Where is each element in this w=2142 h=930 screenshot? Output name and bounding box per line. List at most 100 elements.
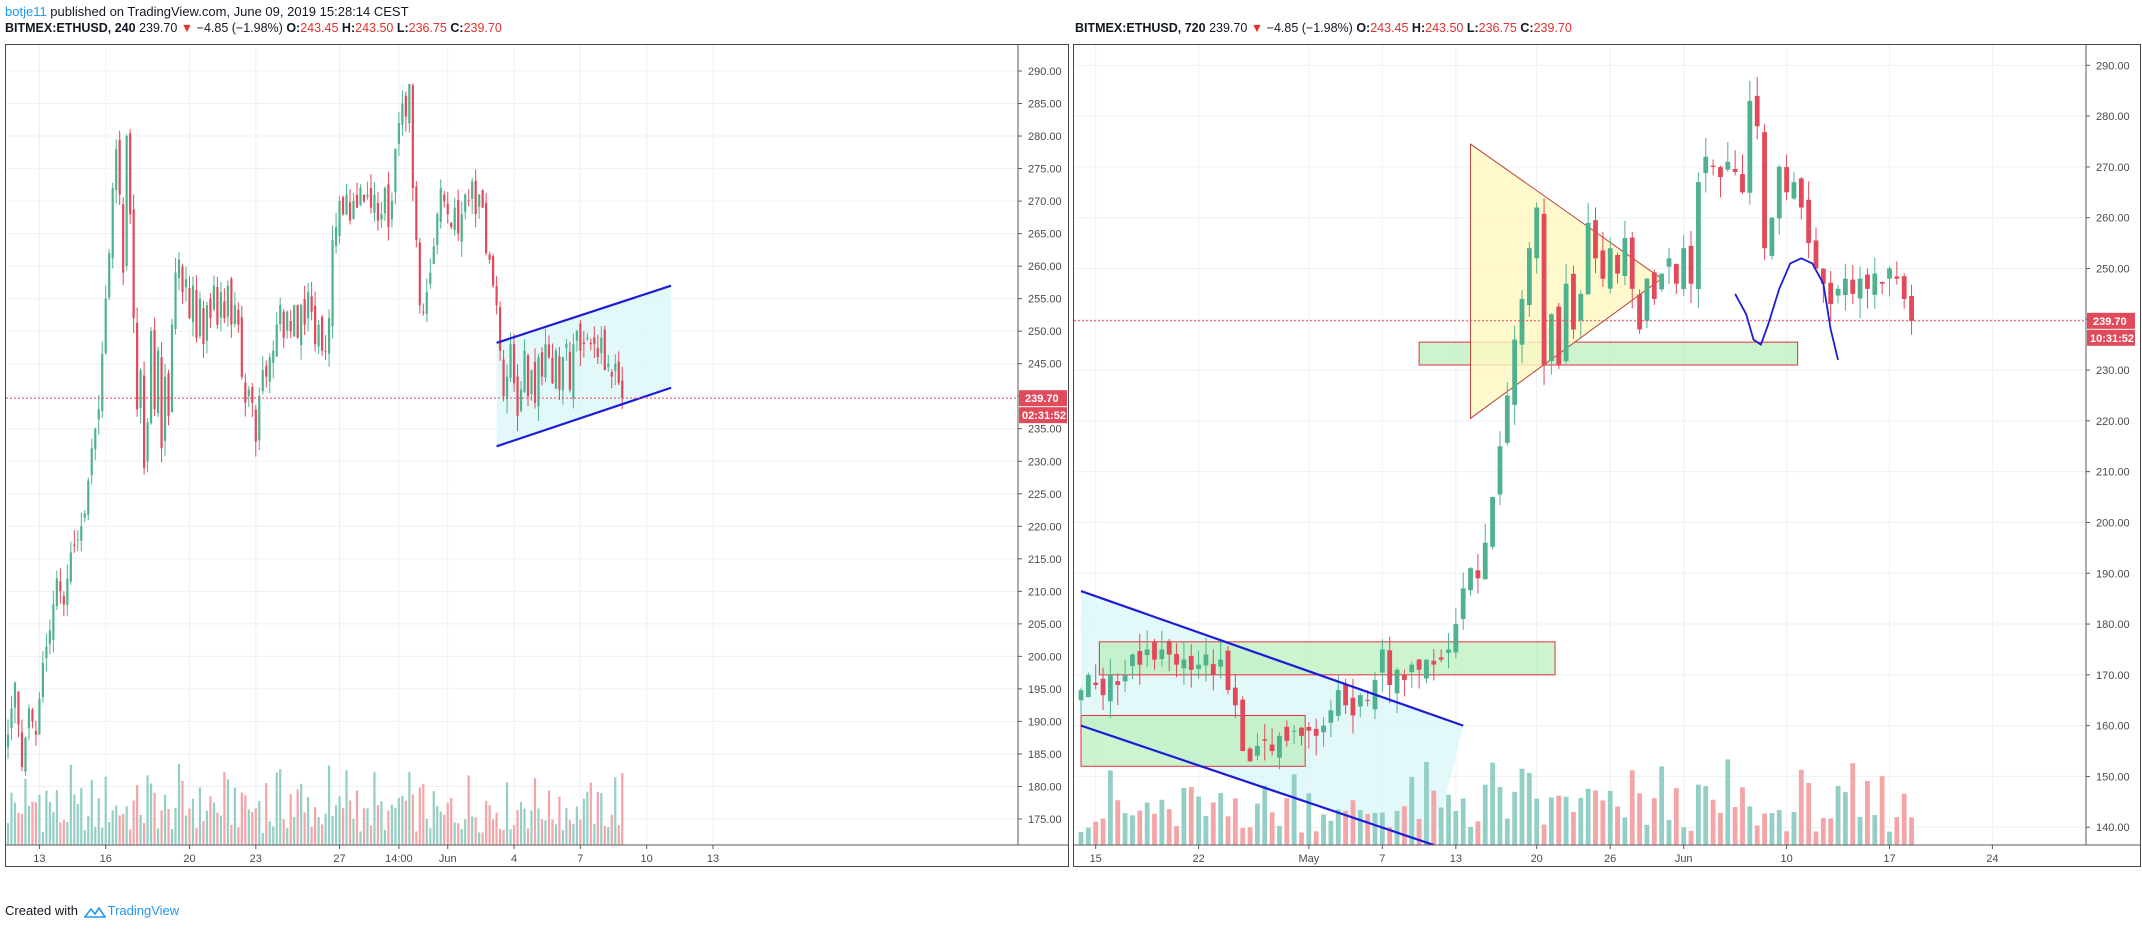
candle-body: [167, 373, 170, 416]
volume-bar: [352, 818, 355, 845]
candle-body: [195, 289, 198, 338]
volume-bar: [474, 817, 477, 845]
price-tick-label: 220.00: [1028, 521, 1062, 533]
candle-body: [526, 355, 530, 397]
candle-body: [1196, 664, 1201, 669]
tradingview-brand-link[interactable]: TradingView: [107, 903, 180, 918]
candle-body: [129, 133, 132, 215]
publish-info: botje11 published on TradingView.com, Ju…: [5, 4, 409, 19]
candle-body: [108, 253, 111, 298]
volume-bar: [355, 790, 359, 845]
candle-body: [55, 578, 58, 606]
candle-body: [181, 266, 184, 293]
candle-body: [20, 732, 24, 767]
volume-bar: [1188, 787, 1194, 845]
volume-bar: [226, 779, 229, 845]
volume-bar: [1490, 762, 1495, 845]
candle-body: [390, 201, 393, 220]
candle-body: [1769, 217, 1775, 256]
time-tick-label: 20: [183, 853, 195, 865]
candle-body: [83, 513, 86, 518]
candle-body: [1328, 710, 1334, 723]
time-tick-label: 20: [1531, 853, 1543, 865]
volume-bar: [415, 831, 418, 845]
support-zone-box: [1080, 714, 1306, 767]
countdown-label: 02:31:52: [1022, 410, 1066, 422]
volume-bar: [76, 804, 79, 845]
volume-bar: [558, 796, 561, 845]
volume-bar: [174, 807, 177, 845]
candle-body: [586, 337, 589, 340]
volume-bar: [614, 777, 617, 845]
candle-body: [261, 370, 264, 392]
volume-bar: [422, 783, 425, 845]
candle-body: [1718, 167, 1723, 178]
volume-bar: [457, 823, 460, 845]
candle-body: [1225, 650, 1231, 691]
volume-bar: [1673, 788, 1679, 845]
volume-bar: [1806, 782, 1812, 845]
volume-bar: [1607, 790, 1613, 845]
candle-body: [1335, 690, 1341, 716]
candle-body: [279, 305, 282, 324]
candle-body: [122, 204, 125, 273]
left-low: 236.75: [408, 21, 447, 35]
candle-body: [1879, 281, 1885, 284]
volume-bar: [97, 798, 100, 845]
candle-body: [76, 539, 79, 541]
volume-bar: [1328, 820, 1334, 845]
volume-bar: [1850, 763, 1856, 845]
countdown-label: 10:31:52: [2090, 333, 2134, 345]
candle-body: [17, 691, 20, 725]
volume-bar: [359, 831, 362, 845]
candle-body: [27, 708, 31, 729]
candle-body: [94, 428, 97, 450]
candle-body: [1887, 268, 1892, 279]
volume-bar: [439, 811, 442, 845]
candle-body: [52, 604, 55, 640]
volume-bar: [202, 821, 205, 845]
volume-bar: [212, 802, 216, 845]
candle-body: [254, 409, 257, 442]
candle-body: [216, 287, 219, 325]
volume-bar: [1497, 787, 1503, 845]
volume-bar: [163, 794, 167, 845]
left-chart-pane[interactable]: 290.00 285.00 280.00 275.00 270.00 265.00 260.…: [5, 44, 1069, 867]
candle-body: [90, 448, 93, 476]
volume-bar: [1865, 780, 1870, 845]
volume-bar: [237, 827, 240, 845]
volume-bar: [464, 819, 467, 845]
volume-bar: [261, 832, 264, 845]
volume-bar: [537, 808, 540, 845]
volume-bar: [209, 796, 212, 845]
left-candlestick-chart[interactable]: 290.00 285.00 280.00 275.00 270.00 265.00 260.…: [6, 45, 1068, 866]
price-tick-label: 285.00: [1028, 99, 1062, 111]
candle-body: [1100, 678, 1106, 696]
author-link[interactable]: botje11: [5, 4, 47, 19]
volume-bar: [554, 824, 558, 845]
volume-bar: [565, 808, 568, 845]
price-tick-label: 250.00: [1028, 326, 1062, 338]
volume-bar: [380, 801, 383, 845]
candle-body: [1490, 497, 1495, 547]
price-tick-label: 250.00: [2096, 263, 2130, 275]
volume-bar: [1666, 820, 1672, 845]
volume-bar: [1196, 796, 1201, 845]
candle-body: [111, 188, 114, 259]
right-candlestick-chart[interactable]: 290.00280.00270.00260.00250.00240.00230.…: [1074, 45, 2140, 866]
candle-body: [118, 139, 121, 195]
volume-bar: [17, 812, 20, 845]
volume-bar: [1468, 826, 1473, 845]
candle-body: [537, 357, 540, 407]
volume-bar: [1820, 817, 1826, 845]
created-with-text: Created with: [5, 903, 78, 918]
volume-bar: [122, 813, 125, 845]
volume-bar: [101, 827, 104, 845]
volume-bar: [1085, 827, 1091, 845]
price-tick-label: 230.00: [1028, 456, 1062, 468]
right-chart-pane[interactable]: 290.00280.00270.00260.00250.00240.00230.…: [1073, 44, 2141, 867]
candle-body: [1644, 278, 1650, 321]
volume-bar: [478, 832, 481, 845]
candle-body: [327, 318, 331, 354]
volume-bar: [1306, 793, 1312, 845]
